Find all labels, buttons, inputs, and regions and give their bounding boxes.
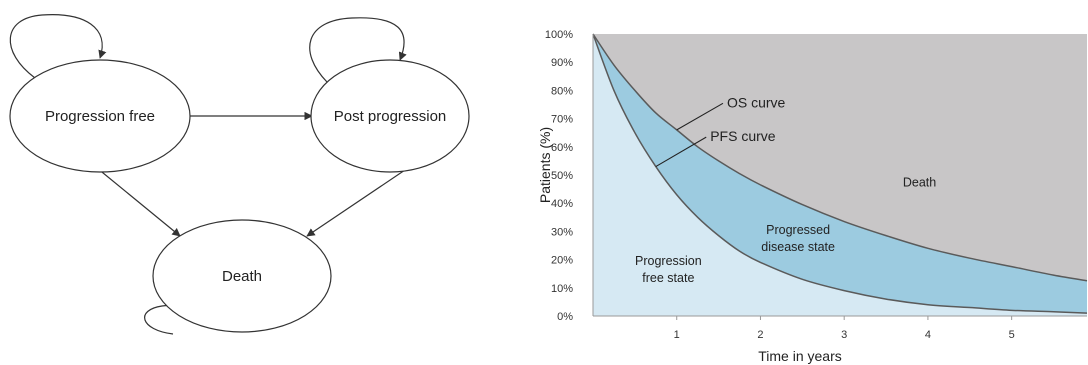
- x-tick-label: 5: [1009, 329, 1015, 341]
- pfs-annotation-label: PFS curve: [710, 128, 776, 144]
- y-tick-label: 0%: [557, 311, 573, 323]
- state-transition-diagram: Progression free Post progression Death: [9, 14, 470, 335]
- survival-chart: 100% 90% 80% 70% 60% 50% 40% 30% 20% 10% 0% 1 2 3 4 5 Ti…: [537, 29, 1088, 364]
- y-tick-label: 30%: [551, 226, 573, 238]
- os-annotation-label: OS curve: [727, 94, 786, 110]
- node-progression-free: Progression free: [9, 59, 191, 173]
- x-tick-label: 4: [925, 329, 931, 341]
- x-tick-label: 2: [757, 329, 763, 341]
- y-tick-label: 100%: [545, 29, 573, 41]
- node-label-death: Death: [222, 268, 262, 285]
- node-post-progression: Post progression: [310, 59, 470, 173]
- pfs-annotation-pointer: [655, 136, 707, 168]
- y-tick-label: 80%: [551, 85, 573, 97]
- region-label: disease state: [761, 240, 835, 254]
- x-tick-label: 1: [674, 329, 680, 341]
- self-loop-pf: [9, 14, 107, 79]
- x-axis-title: Time in years: [758, 348, 842, 364]
- y-tick-label: 70%: [551, 114, 573, 126]
- os-annotation-pointer: [676, 102, 724, 131]
- y-tick-label: 50%: [551, 170, 573, 182]
- region-label: Death: [903, 175, 936, 189]
- y-tick-label: 90%: [551, 57, 573, 69]
- edge-pf-to-death: [96, 167, 181, 237]
- region-label: free state: [642, 271, 694, 285]
- y-tick-label: 20%: [551, 255, 573, 267]
- y-tick-label: 60%: [551, 142, 573, 154]
- region-label: Progression: [635, 254, 702, 268]
- node-label-progression-free: Progression free: [45, 108, 155, 125]
- progression-free-region: [593, 34, 1087, 316]
- y-tick-label: 40%: [551, 198, 573, 210]
- y-tick-label: 10%: [551, 283, 573, 295]
- node-label-post-progression: Post progression: [334, 108, 447, 125]
- region-label: Progressed: [766, 223, 830, 237]
- os-curve-line: [592, 33, 1088, 282]
- y-axis-title: Patients (%): [537, 127, 553, 203]
- node-death: Death: [152, 219, 332, 333]
- self-loop-pp: [309, 17, 407, 83]
- pfs-curve-line: [592, 33, 1088, 314]
- edge-pp-to-death: [306, 169, 406, 237]
- x-tick-label: 3: [841, 329, 847, 341]
